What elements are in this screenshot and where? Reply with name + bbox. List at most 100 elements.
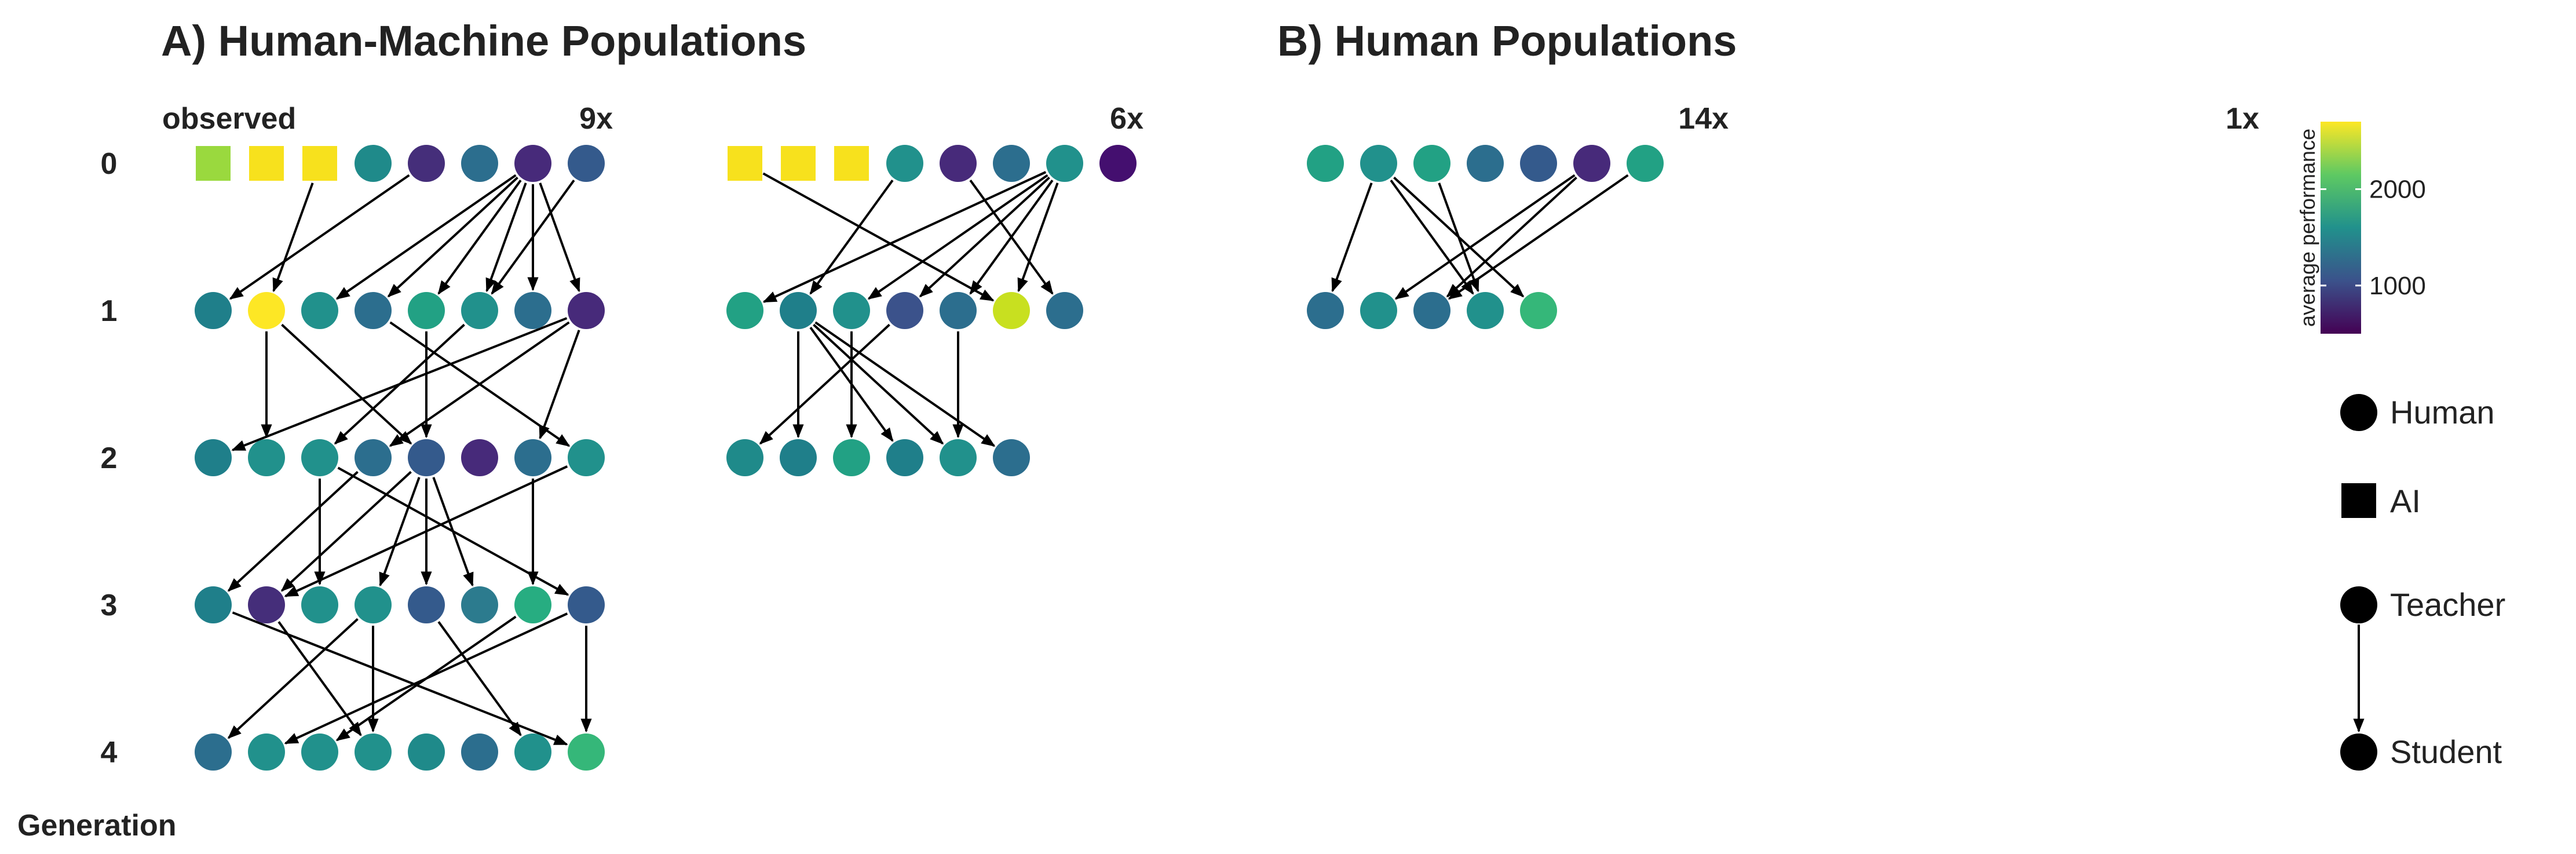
human-node bbox=[1099, 145, 1137, 182]
human-node bbox=[355, 586, 392, 623]
group-b2-label-right: 1x bbox=[2226, 102, 2259, 136]
human-node bbox=[568, 292, 605, 329]
teacher-student-edge bbox=[919, 176, 1050, 298]
human-node bbox=[461, 145, 498, 182]
human-node bbox=[514, 145, 551, 182]
edges-layer bbox=[227, 171, 1629, 746]
teacher-student-edge bbox=[1394, 174, 1576, 300]
ai-node bbox=[249, 146, 284, 181]
human-node bbox=[833, 439, 870, 476]
teacher-student-edge bbox=[281, 323, 412, 445]
teacher-student-edge bbox=[272, 183, 314, 293]
human-node bbox=[780, 292, 817, 329]
human-node bbox=[1413, 292, 1450, 329]
human-node bbox=[461, 439, 498, 476]
human-node bbox=[408, 439, 445, 476]
human-node bbox=[301, 733, 338, 771]
human-node bbox=[514, 439, 551, 476]
teacher-student-edge bbox=[1446, 176, 1577, 298]
human-node bbox=[1573, 145, 1610, 182]
colorbar-bar bbox=[2321, 122, 2361, 334]
teacher-student-edge bbox=[762, 171, 1047, 303]
teacher-student-edge bbox=[485, 183, 527, 293]
human-node bbox=[461, 292, 498, 329]
teacher-student-edge bbox=[284, 612, 568, 744]
legend-human-label: Human bbox=[2390, 394, 2495, 430]
generation-axis-title: Generation bbox=[17, 809, 177, 842]
teacher-student-edge bbox=[539, 183, 580, 293]
legend-ai-label: AI bbox=[2390, 483, 2421, 519]
human-node bbox=[833, 292, 870, 329]
human-node bbox=[993, 292, 1030, 329]
legend-human-symbol bbox=[2340, 394, 2377, 431]
teacher-student-edge bbox=[335, 174, 517, 300]
human-node bbox=[514, 292, 551, 329]
human-node bbox=[1360, 292, 1397, 329]
colorbar-title: average performance bbox=[2296, 129, 2319, 327]
nodes-layer bbox=[195, 145, 1664, 771]
human-node bbox=[301, 292, 338, 329]
human-node bbox=[355, 439, 392, 476]
teacher-student-edge bbox=[539, 330, 580, 440]
legend-student-label: Student bbox=[2390, 733, 2502, 770]
human-node bbox=[248, 439, 285, 476]
teacher-student-edge bbox=[280, 470, 412, 592]
human-node bbox=[248, 586, 285, 623]
human-node bbox=[568, 586, 605, 623]
human-node bbox=[301, 586, 338, 623]
teacher-student-edge bbox=[379, 477, 421, 587]
teacher-student-edge bbox=[814, 321, 996, 447]
human-node bbox=[886, 292, 923, 329]
generation-label-4: 4 bbox=[101, 736, 118, 769]
human-node bbox=[408, 733, 445, 771]
generation-label-2: 2 bbox=[101, 441, 118, 475]
human-node bbox=[780, 439, 817, 476]
teacher-student-edge bbox=[867, 174, 1048, 300]
ai-node bbox=[728, 146, 762, 181]
teacher-student-edge bbox=[389, 321, 570, 447]
human-node bbox=[1307, 292, 1344, 329]
teacher-student-edge bbox=[969, 180, 1054, 295]
human-node bbox=[514, 733, 551, 771]
group-a1-label-left: observed bbox=[162, 102, 296, 136]
ai-node bbox=[781, 146, 816, 181]
teacher-student-edge bbox=[334, 323, 465, 445]
human-node bbox=[940, 145, 977, 182]
human-node bbox=[195, 439, 232, 476]
legend-teacher-label: Teacher bbox=[2390, 586, 2505, 623]
human-node bbox=[886, 145, 923, 182]
colorbar-tick-label: 2000 bbox=[2369, 176, 2426, 204]
teacher-student-edge bbox=[227, 618, 359, 739]
colorbar: 2000 1000 average performance bbox=[2296, 122, 2426, 334]
human-node bbox=[1413, 145, 1450, 182]
human-node bbox=[1360, 145, 1397, 182]
teacher-student-edge bbox=[491, 180, 575, 295]
human-node bbox=[461, 586, 498, 623]
teacher-student-edge bbox=[762, 172, 995, 302]
group-a2-label-right: 6x bbox=[1110, 102, 1143, 136]
human-node bbox=[355, 145, 392, 182]
colorbar-tick-label: 1000 bbox=[2369, 272, 2426, 300]
human-node bbox=[355, 292, 392, 329]
human-node bbox=[408, 145, 445, 182]
legend-ai-symbol bbox=[2341, 483, 2376, 518]
human-node bbox=[355, 733, 392, 771]
teacher-student-edge bbox=[387, 176, 518, 298]
human-node bbox=[195, 292, 232, 329]
teacher-student-edge bbox=[232, 611, 568, 746]
teacher-student-edge bbox=[437, 180, 522, 295]
legend: Human AI Teacher Student bbox=[2340, 394, 2505, 771]
teacher-student-edge bbox=[1390, 180, 1474, 295]
human-node bbox=[940, 439, 977, 476]
human-node bbox=[195, 586, 232, 623]
human-node bbox=[726, 292, 763, 329]
human-node bbox=[993, 145, 1030, 182]
human-node bbox=[1467, 145, 1504, 182]
ai-node bbox=[196, 146, 231, 181]
legend-student-symbol bbox=[2340, 733, 2377, 771]
panel-b-title: B) Human Populations bbox=[1277, 17, 1737, 65]
teacher-student-edge bbox=[229, 174, 410, 300]
teacher-student-edge bbox=[759, 323, 890, 445]
human-node bbox=[461, 733, 498, 771]
